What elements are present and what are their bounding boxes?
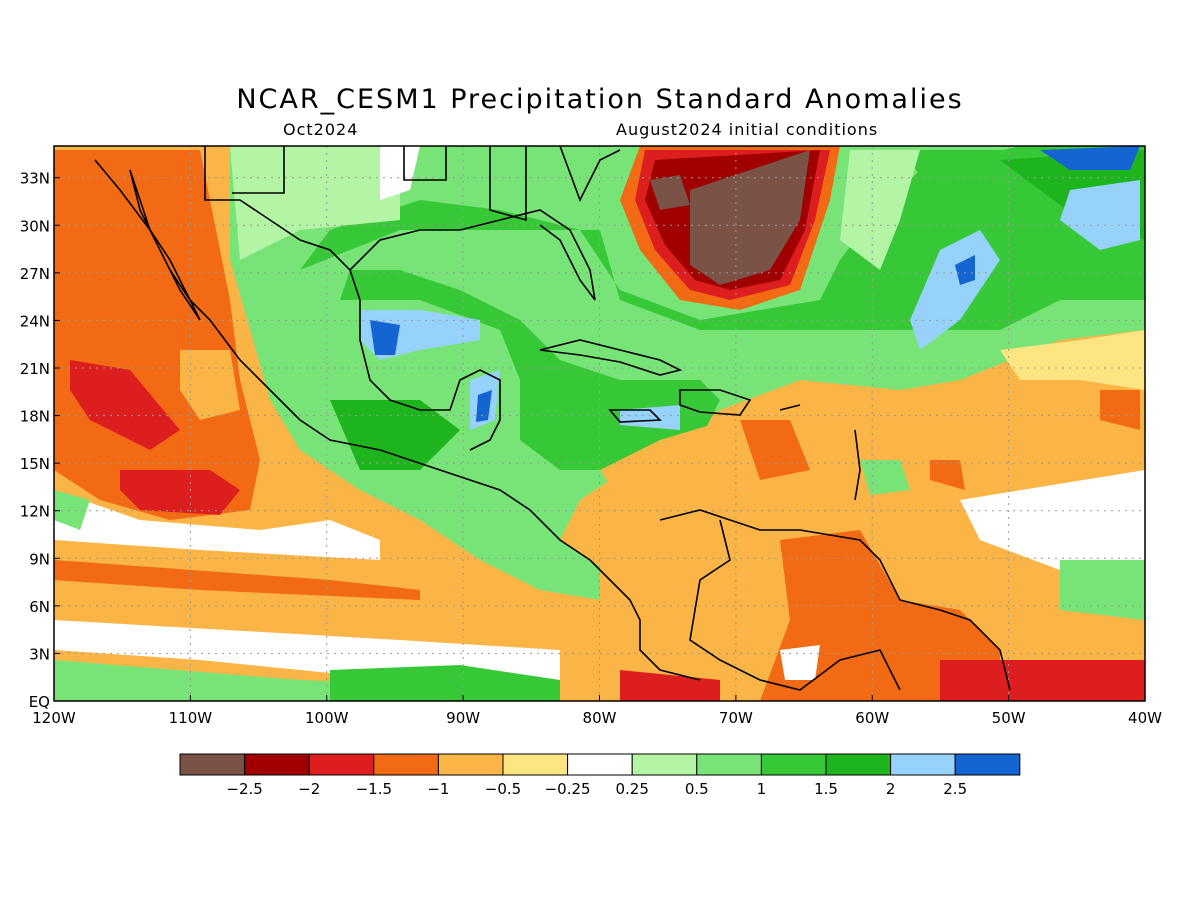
colorbar-tick-label: 2.5 xyxy=(943,780,967,798)
y-tick-label: 9N xyxy=(29,550,50,568)
colorbar-swatch xyxy=(244,753,310,776)
colorbar-swatch xyxy=(760,753,827,776)
colorbar-swatch xyxy=(373,753,439,776)
colorbar-swatch xyxy=(308,753,375,776)
y-tick-label: 24N xyxy=(20,312,50,330)
grid-lines xyxy=(54,146,1145,701)
colorbar-tick-label: −2 xyxy=(298,780,320,798)
colorbar-tick-label: 0.5 xyxy=(685,780,709,798)
coastlines xyxy=(94,145,1011,691)
colorbar-boxes xyxy=(179,753,1021,776)
colorbar-tick-label: −2.5 xyxy=(226,780,262,798)
x-tick-label: 70W xyxy=(719,709,753,727)
colorbar-tick-label: −0.25 xyxy=(545,780,591,798)
target-month: Oct2024 xyxy=(283,120,359,139)
x-tick-label: 80W xyxy=(583,709,617,727)
colorbar-labels: −2.5 −2 −1.5 −1 −0.5 −0.25 0.25 0.5 1 1.5 2 2.5 xyxy=(226,780,967,798)
colorbar-tick-label: 0.25 xyxy=(615,780,648,798)
y-tick-label: 15N xyxy=(20,455,50,473)
y-tick-label: 12N xyxy=(20,503,50,521)
colorbar-tick-label: −1.5 xyxy=(356,780,392,798)
colorbar-tick-label: 1.5 xyxy=(814,780,838,798)
colorbar-tick-label: 2 xyxy=(886,780,896,798)
x-tick-label: 110W xyxy=(169,709,213,727)
colorbar-swatch xyxy=(179,753,246,776)
x-tick-label: 100W xyxy=(305,709,349,727)
y-tick-label: 33N xyxy=(20,170,50,188)
x-tick-label: 40W xyxy=(1128,709,1162,727)
init-conditions: August2024 initial conditions xyxy=(616,120,879,139)
y-tick-label: EQ xyxy=(29,693,50,711)
colorbar-tick-label: 1 xyxy=(757,780,767,798)
y-axis-labels: EQ 3N 6N 9N 12N 15N 18N 21N 24N 27N 30N 33N xyxy=(20,170,60,711)
y-tick-label: 6N xyxy=(29,598,50,616)
colorbar-tick-label: −1 xyxy=(427,780,449,798)
y-tick-label: 21N xyxy=(20,360,50,378)
y-tick-label: 18N xyxy=(20,408,50,426)
colorbar-swatch xyxy=(437,753,504,776)
x-tick-label: 120W xyxy=(32,709,76,727)
chart-title: NCAR_CESM1 Precipitation Standard Anomal… xyxy=(236,84,964,115)
x-tick-label: 90W xyxy=(446,709,480,727)
colorbar-swatch xyxy=(890,753,956,776)
x-tick-label: 60W xyxy=(855,709,889,727)
y-tick-label: 27N xyxy=(20,265,50,283)
colorbar-swatch xyxy=(825,753,892,776)
colorbar-swatch xyxy=(954,753,1021,776)
x-axis-labels: 120W 110W 100W 90W 80W 70W 60W 50W 40W xyxy=(32,695,1162,727)
colorbar-swatch xyxy=(696,753,762,776)
y-tick-label: 30N xyxy=(20,217,50,235)
anomaly-field xyxy=(54,146,1145,701)
colorbar-swatch xyxy=(567,753,633,776)
colorbar-swatch xyxy=(502,753,569,776)
colorbar-swatch xyxy=(631,753,698,776)
colorbar-tick-label: −0.5 xyxy=(485,780,521,798)
x-tick-label: 50W xyxy=(992,709,1026,727)
y-tick-label: 3N xyxy=(29,645,50,663)
